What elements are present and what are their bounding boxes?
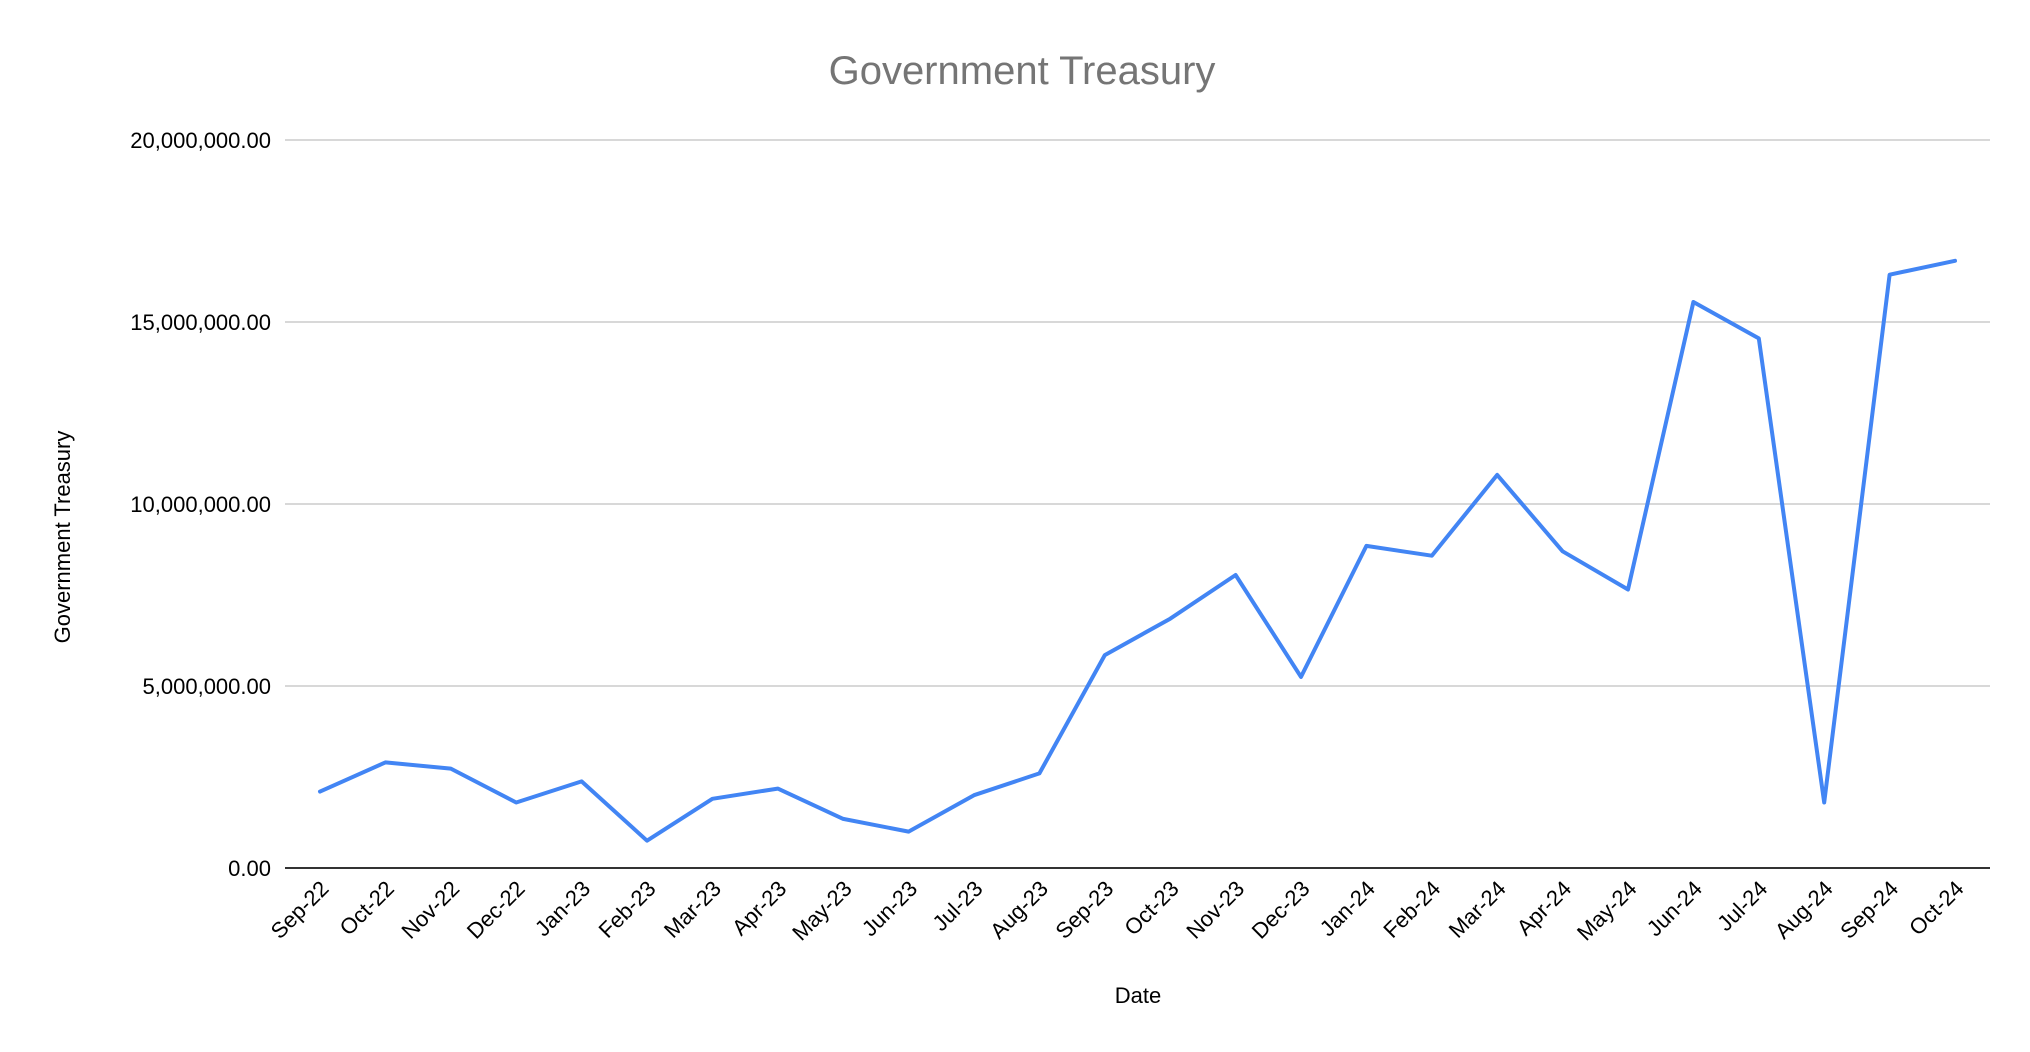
x-tick-label: Mar-23 <box>659 876 726 943</box>
data-point <box>1298 674 1304 680</box>
x-tick-label: Oct-23 <box>1119 876 1183 940</box>
x-axis-title: Date <box>1115 983 1161 1008</box>
x-tick-label: Nov-23 <box>1181 876 1249 944</box>
y-tick-label: 5,000,000.00 <box>143 674 271 699</box>
y-tick-label: 0.00 <box>228 856 271 881</box>
x-tick-label: Oct-24 <box>1904 876 1968 940</box>
x-tick-label: Dec-22 <box>462 876 530 944</box>
x-tick-label: Jan-24 <box>1315 876 1380 941</box>
data-point <box>1363 543 1369 549</box>
data-point <box>775 786 781 792</box>
data-point <box>448 766 454 772</box>
data-point <box>579 778 585 784</box>
x-tick-label: Sep-24 <box>1835 876 1903 944</box>
data-point <box>1429 553 1435 559</box>
data-point <box>1625 587 1631 593</box>
data-point <box>1756 335 1762 341</box>
x-tick-label: Jan-23 <box>530 876 595 941</box>
data-point <box>971 792 977 798</box>
y-tick-label: 20,000,000.00 <box>130 128 271 153</box>
x-tick-label: Jun-24 <box>1642 876 1707 941</box>
x-tick-label: Jul-24 <box>1712 876 1772 936</box>
x-tick-label: May-23 <box>787 876 857 946</box>
x-tick-label: Nov-22 <box>397 876 465 944</box>
y-axis-tick-labels: 0.00 5,000,000.00 10,000,000.00 15,000,000.… <box>130 128 271 881</box>
data-point <box>906 829 912 835</box>
x-tick-label: Oct-22 <box>335 876 399 940</box>
series-layer <box>317 258 1958 844</box>
data-point <box>1167 616 1173 622</box>
chart-title: Government Treasury <box>829 49 1216 93</box>
x-tick-label: Jun-23 <box>857 876 922 941</box>
x-tick-label: Aug-24 <box>1770 876 1838 944</box>
x-tick-label: Feb-23 <box>594 876 661 943</box>
x-tick-label: Feb-24 <box>1378 876 1445 943</box>
data-point <box>1233 572 1239 578</box>
x-tick-label: Dec-23 <box>1247 876 1315 944</box>
data-point <box>382 759 388 765</box>
data-point <box>1690 299 1696 305</box>
data-point <box>1952 258 1958 264</box>
data-point <box>1494 472 1500 478</box>
x-tick-label: Apr-23 <box>727 876 791 940</box>
x-tick-label: Apr-24 <box>1512 876 1576 940</box>
data-point <box>840 816 846 822</box>
y-tick-label: 15,000,000.00 <box>130 310 271 335</box>
x-tick-label: Sep-23 <box>1050 876 1118 944</box>
data-point <box>644 838 650 844</box>
y-axis-title: Government Treasury <box>50 431 75 644</box>
x-tick-label: Aug-23 <box>985 876 1053 944</box>
data-point <box>709 796 715 802</box>
x-tick-label: Mar-24 <box>1444 876 1511 943</box>
gridlines <box>285 139 1990 687</box>
x-tick-label: Jul-23 <box>927 876 987 936</box>
data-point <box>1102 652 1108 658</box>
data-point <box>317 789 323 795</box>
data-point <box>1036 770 1042 776</box>
series-line <box>318 258 1957 843</box>
x-tick-label: May-24 <box>1572 876 1642 946</box>
data-point <box>1887 272 1893 278</box>
y-tick-label: 10,000,000.00 <box>130 492 271 517</box>
data-point <box>1821 799 1827 805</box>
x-tick-label: Sep-22 <box>266 876 334 944</box>
data-point <box>1560 548 1566 554</box>
data-point <box>513 799 519 805</box>
